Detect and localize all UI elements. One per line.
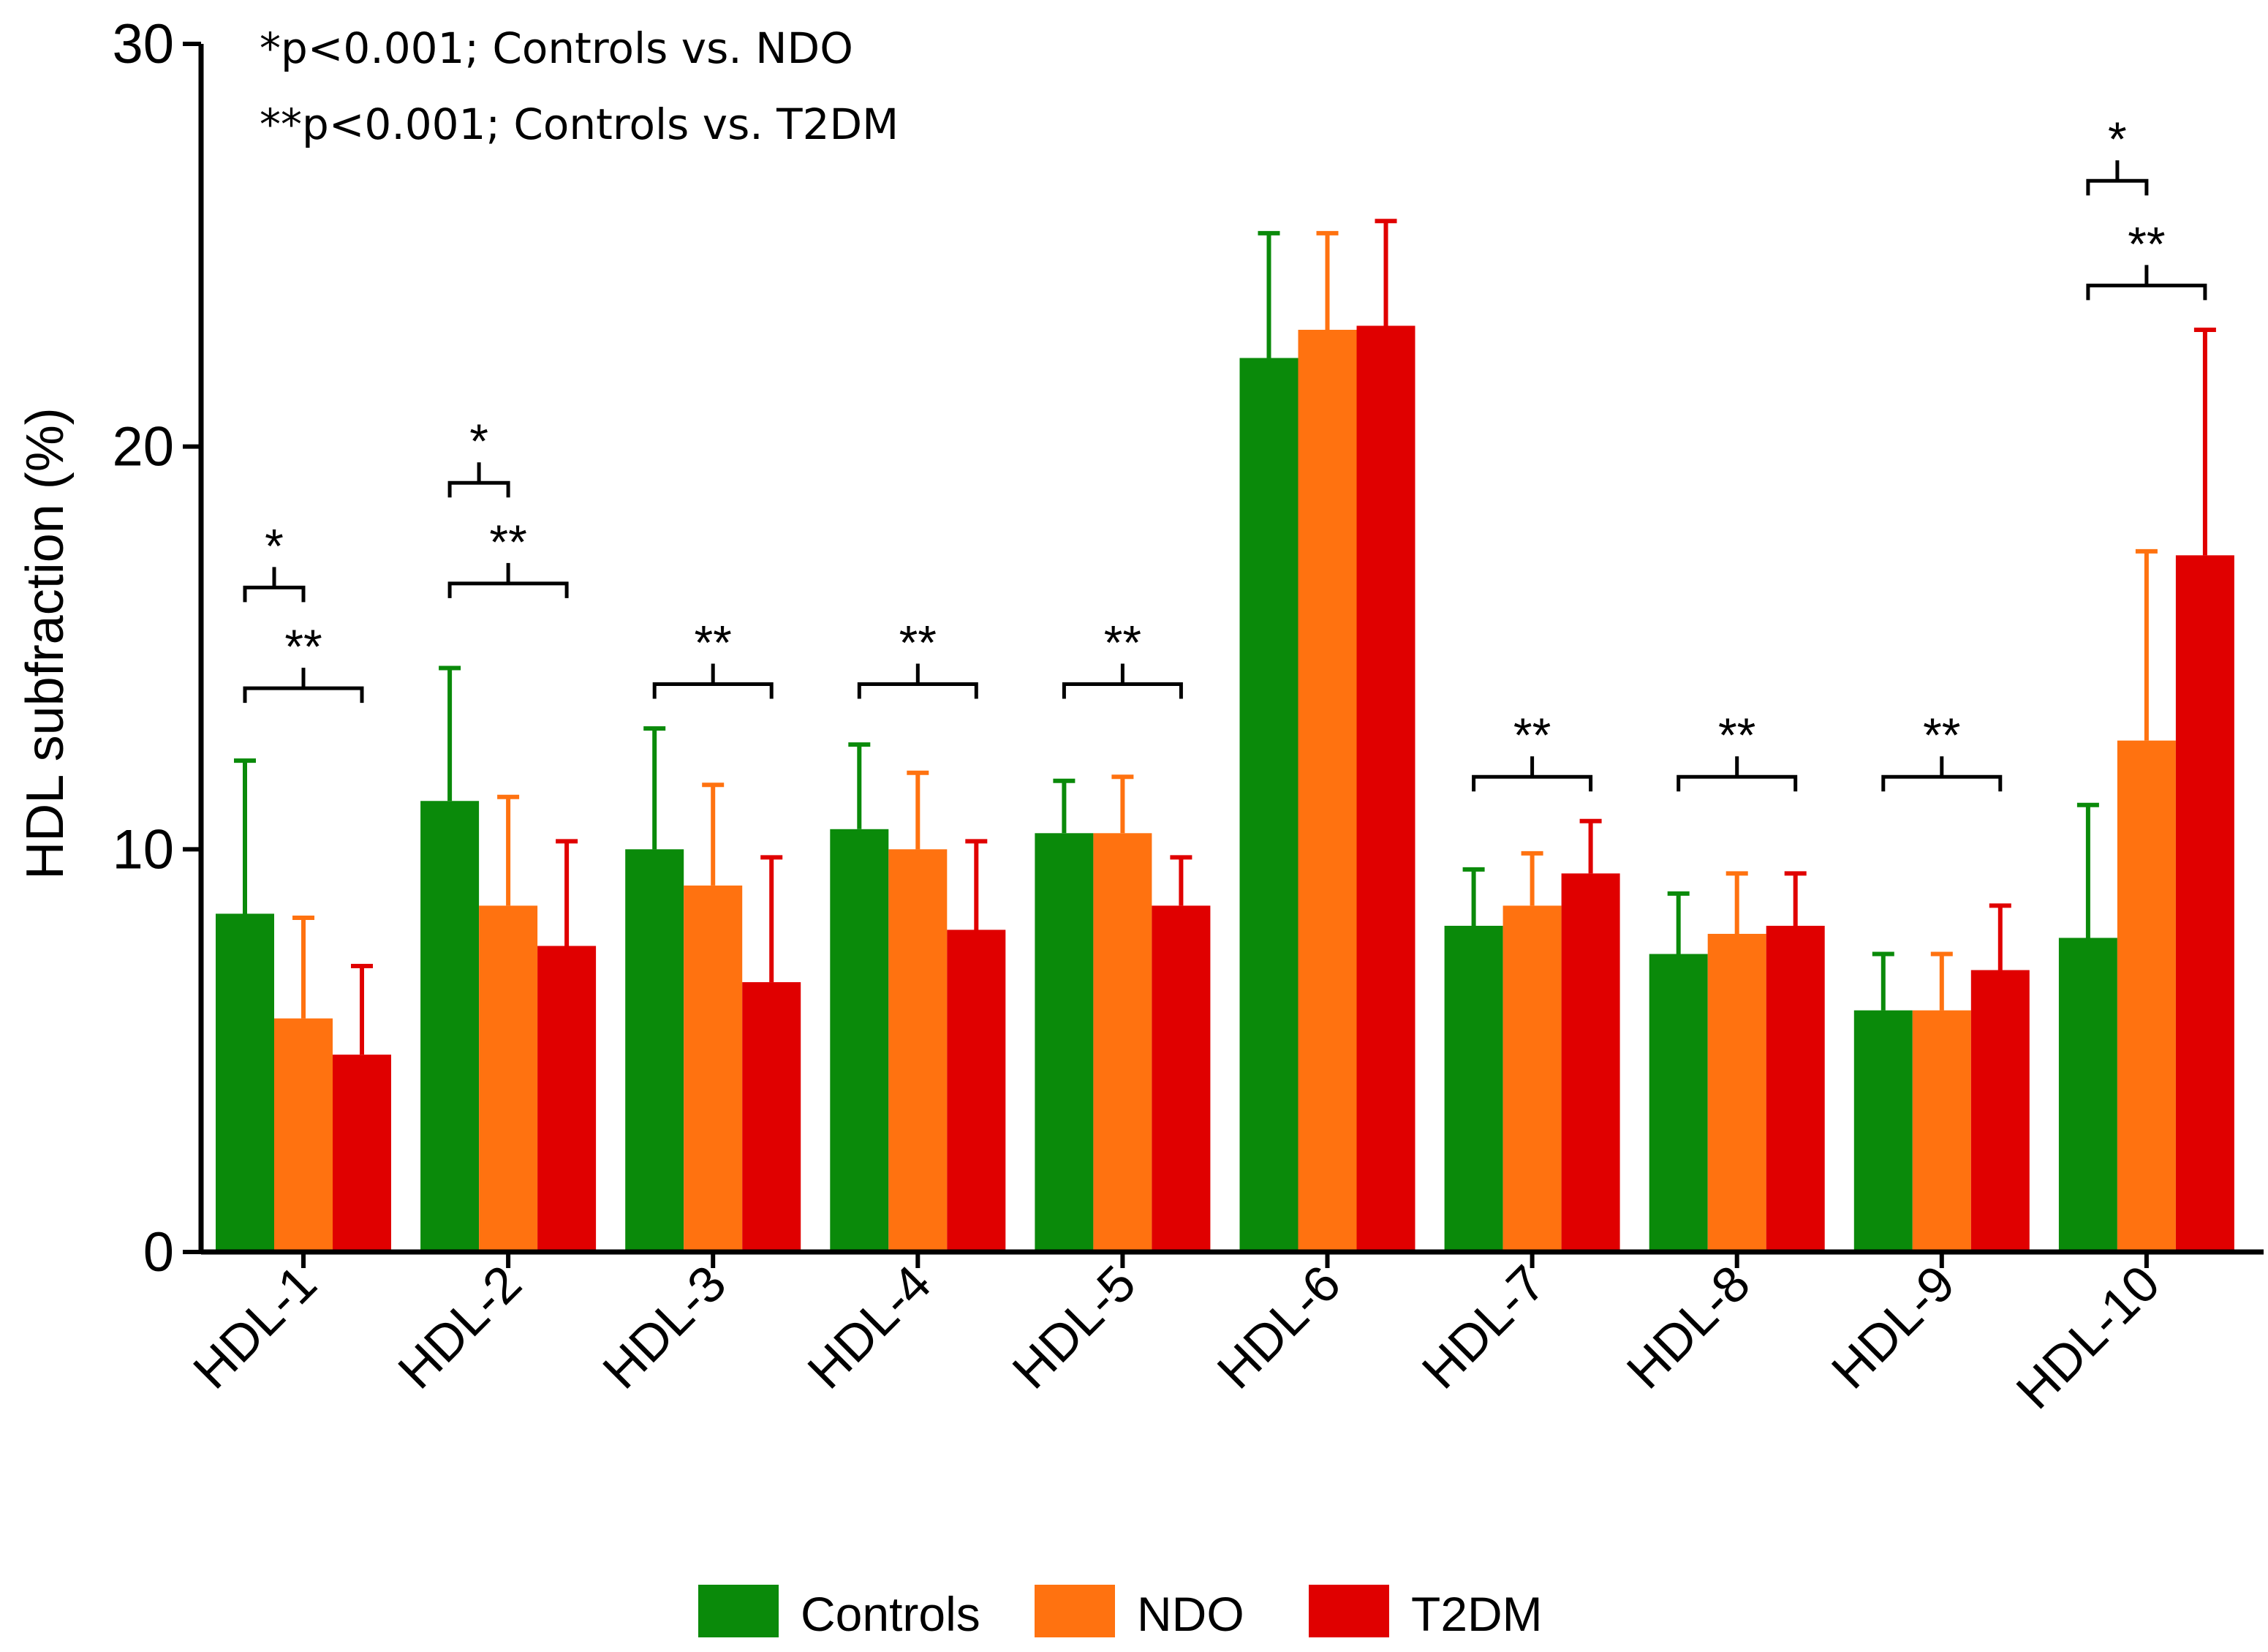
legend-swatch-t2dm — [1309, 1585, 1389, 1637]
x-tick-label: HDL-4 — [797, 1254, 942, 1399]
significance-bracket — [857, 663, 978, 699]
bar-controls-hdl-1 — [216, 913, 274, 1252]
bar-t2dm-hdl-1 — [333, 1055, 391, 1252]
significance-stars: ** — [1718, 708, 1755, 762]
significance-stars: * — [265, 518, 284, 573]
bar-ndo-hdl-9 — [1912, 1010, 1971, 1252]
bar-ndo-hdl-4 — [888, 849, 948, 1252]
bar-ndo-hdl-8 — [1707, 933, 1766, 1252]
bar-t2dm-hdl-8 — [1766, 925, 1825, 1252]
legend-label-ndo: NDO — [1137, 1587, 1244, 1641]
x-tick-label: HDL-2 — [388, 1254, 532, 1399]
y-tick-label: 30 — [112, 13, 174, 75]
x-tick-label: HDL-3 — [592, 1254, 737, 1399]
legend: Controls NDO T2DM — [698, 1585, 1543, 1641]
y-tick-label: 20 — [112, 416, 174, 478]
bar-ndo-hdl-6 — [1298, 329, 1357, 1252]
bar-controls-hdl-10 — [2058, 938, 2117, 1252]
bar-controls-hdl-9 — [1853, 1010, 1913, 1252]
bar-controls-hdl-7 — [1444, 925, 1503, 1252]
x-tick-label: HDL-5 — [1002, 1254, 1146, 1399]
bar-t2dm-hdl-5 — [1152, 905, 1211, 1252]
bar-ndo-hdl-3 — [684, 885, 743, 1252]
significance-bracket — [1062, 663, 1183, 699]
legend-label-controls: Controls — [801, 1587, 980, 1641]
significance-notes: *p<0.001; Controls vs. NDO **p<0.001; Co… — [260, 23, 899, 149]
y-ticks: 0 10 20 30 — [112, 13, 201, 1283]
bar-ndo-hdl-5 — [1093, 833, 1152, 1252]
bar-controls-hdl-6 — [1239, 358, 1299, 1252]
significance-bracket — [652, 663, 774, 699]
x-tick-label: HDL-6 — [1206, 1254, 1351, 1399]
significance-stars: * — [2108, 112, 2127, 166]
bar-t2dm-hdl-2 — [537, 946, 597, 1252]
x-tick-label: HDL-7 — [1411, 1254, 1556, 1399]
bar-t2dm-hdl-7 — [1561, 873, 1620, 1252]
x-tick-label: HDL-10 — [2006, 1254, 2171, 1419]
x-tick-labels: HDL-1 HDL-2 HDL-3 HDL-4 HDL-5 HDL-6 HDL-7 HDL-8… — [182, 1252, 2171, 1419]
bars — [216, 325, 2234, 1252]
significance-bracket — [2086, 265, 2207, 301]
significance-bracket — [447, 562, 569, 598]
bar-controls-hdl-5 — [1035, 833, 1094, 1252]
y-axis-label: HDL subfraction (%) — [16, 407, 75, 880]
bar-ndo-hdl-7 — [1502, 905, 1562, 1252]
y-tick-label: 0 — [143, 1221, 174, 1283]
significance-stars: ** — [2128, 216, 2165, 271]
significance-brackets: ******** ** **** ** ***** — [243, 112, 2207, 792]
bar-ndo-hdl-10 — [2117, 740, 2176, 1252]
bar-controls-hdl-2 — [420, 801, 480, 1252]
significance-bracket — [447, 462, 510, 498]
bar-controls-hdl-4 — [830, 829, 889, 1252]
bar-controls-hdl-8 — [1649, 954, 1708, 1252]
bar-t2dm-hdl-6 — [1356, 325, 1415, 1252]
bar-controls-hdl-3 — [625, 849, 684, 1252]
significance-stars: ** — [1104, 616, 1141, 670]
note-t2dm: **p<0.001; Controls vs. T2DM — [260, 99, 899, 149]
note-ndo: *p<0.001; Controls vs. NDO — [260, 23, 853, 73]
legend-swatch-ndo — [1035, 1585, 1115, 1637]
axes: HDL subfraction (%) — [16, 44, 2264, 1255]
bar-ndo-hdl-2 — [479, 905, 538, 1252]
bar-ndo-hdl-1 — [274, 1018, 333, 1252]
significance-bracket — [2086, 160, 2149, 196]
significance-bracket — [243, 567, 306, 603]
significance-bracket — [1677, 756, 1798, 792]
significance-stars: ** — [695, 616, 732, 670]
significance-stars: ** — [489, 515, 526, 569]
bar-t2dm-hdl-3 — [742, 982, 801, 1252]
x-tick-label: HDL-1 — [182, 1254, 327, 1399]
significance-stars: ** — [1923, 708, 1960, 762]
y-tick-label: 10 — [112, 818, 174, 880]
x-tick-label: HDL-8 — [1616, 1254, 1761, 1399]
bar-t2dm-hdl-9 — [1970, 970, 2030, 1252]
legend-label-t2dm: T2DM — [1411, 1587, 1543, 1641]
significance-bracket — [1472, 756, 1593, 792]
significance-bracket — [243, 668, 364, 704]
significance-stars: ** — [284, 619, 322, 674]
bar-t2dm-hdl-10 — [2175, 555, 2234, 1252]
significance-bracket — [1881, 756, 2003, 792]
x-tick-label: HDL-9 — [1821, 1254, 1965, 1399]
significance-stars: * — [469, 414, 488, 468]
error-bars — [234, 219, 2216, 1055]
bar-t2dm-hdl-4 — [947, 929, 1006, 1252]
significance-stars: ** — [1513, 708, 1551, 762]
legend-swatch-controls — [698, 1585, 779, 1637]
significance-stars: ** — [899, 616, 937, 670]
